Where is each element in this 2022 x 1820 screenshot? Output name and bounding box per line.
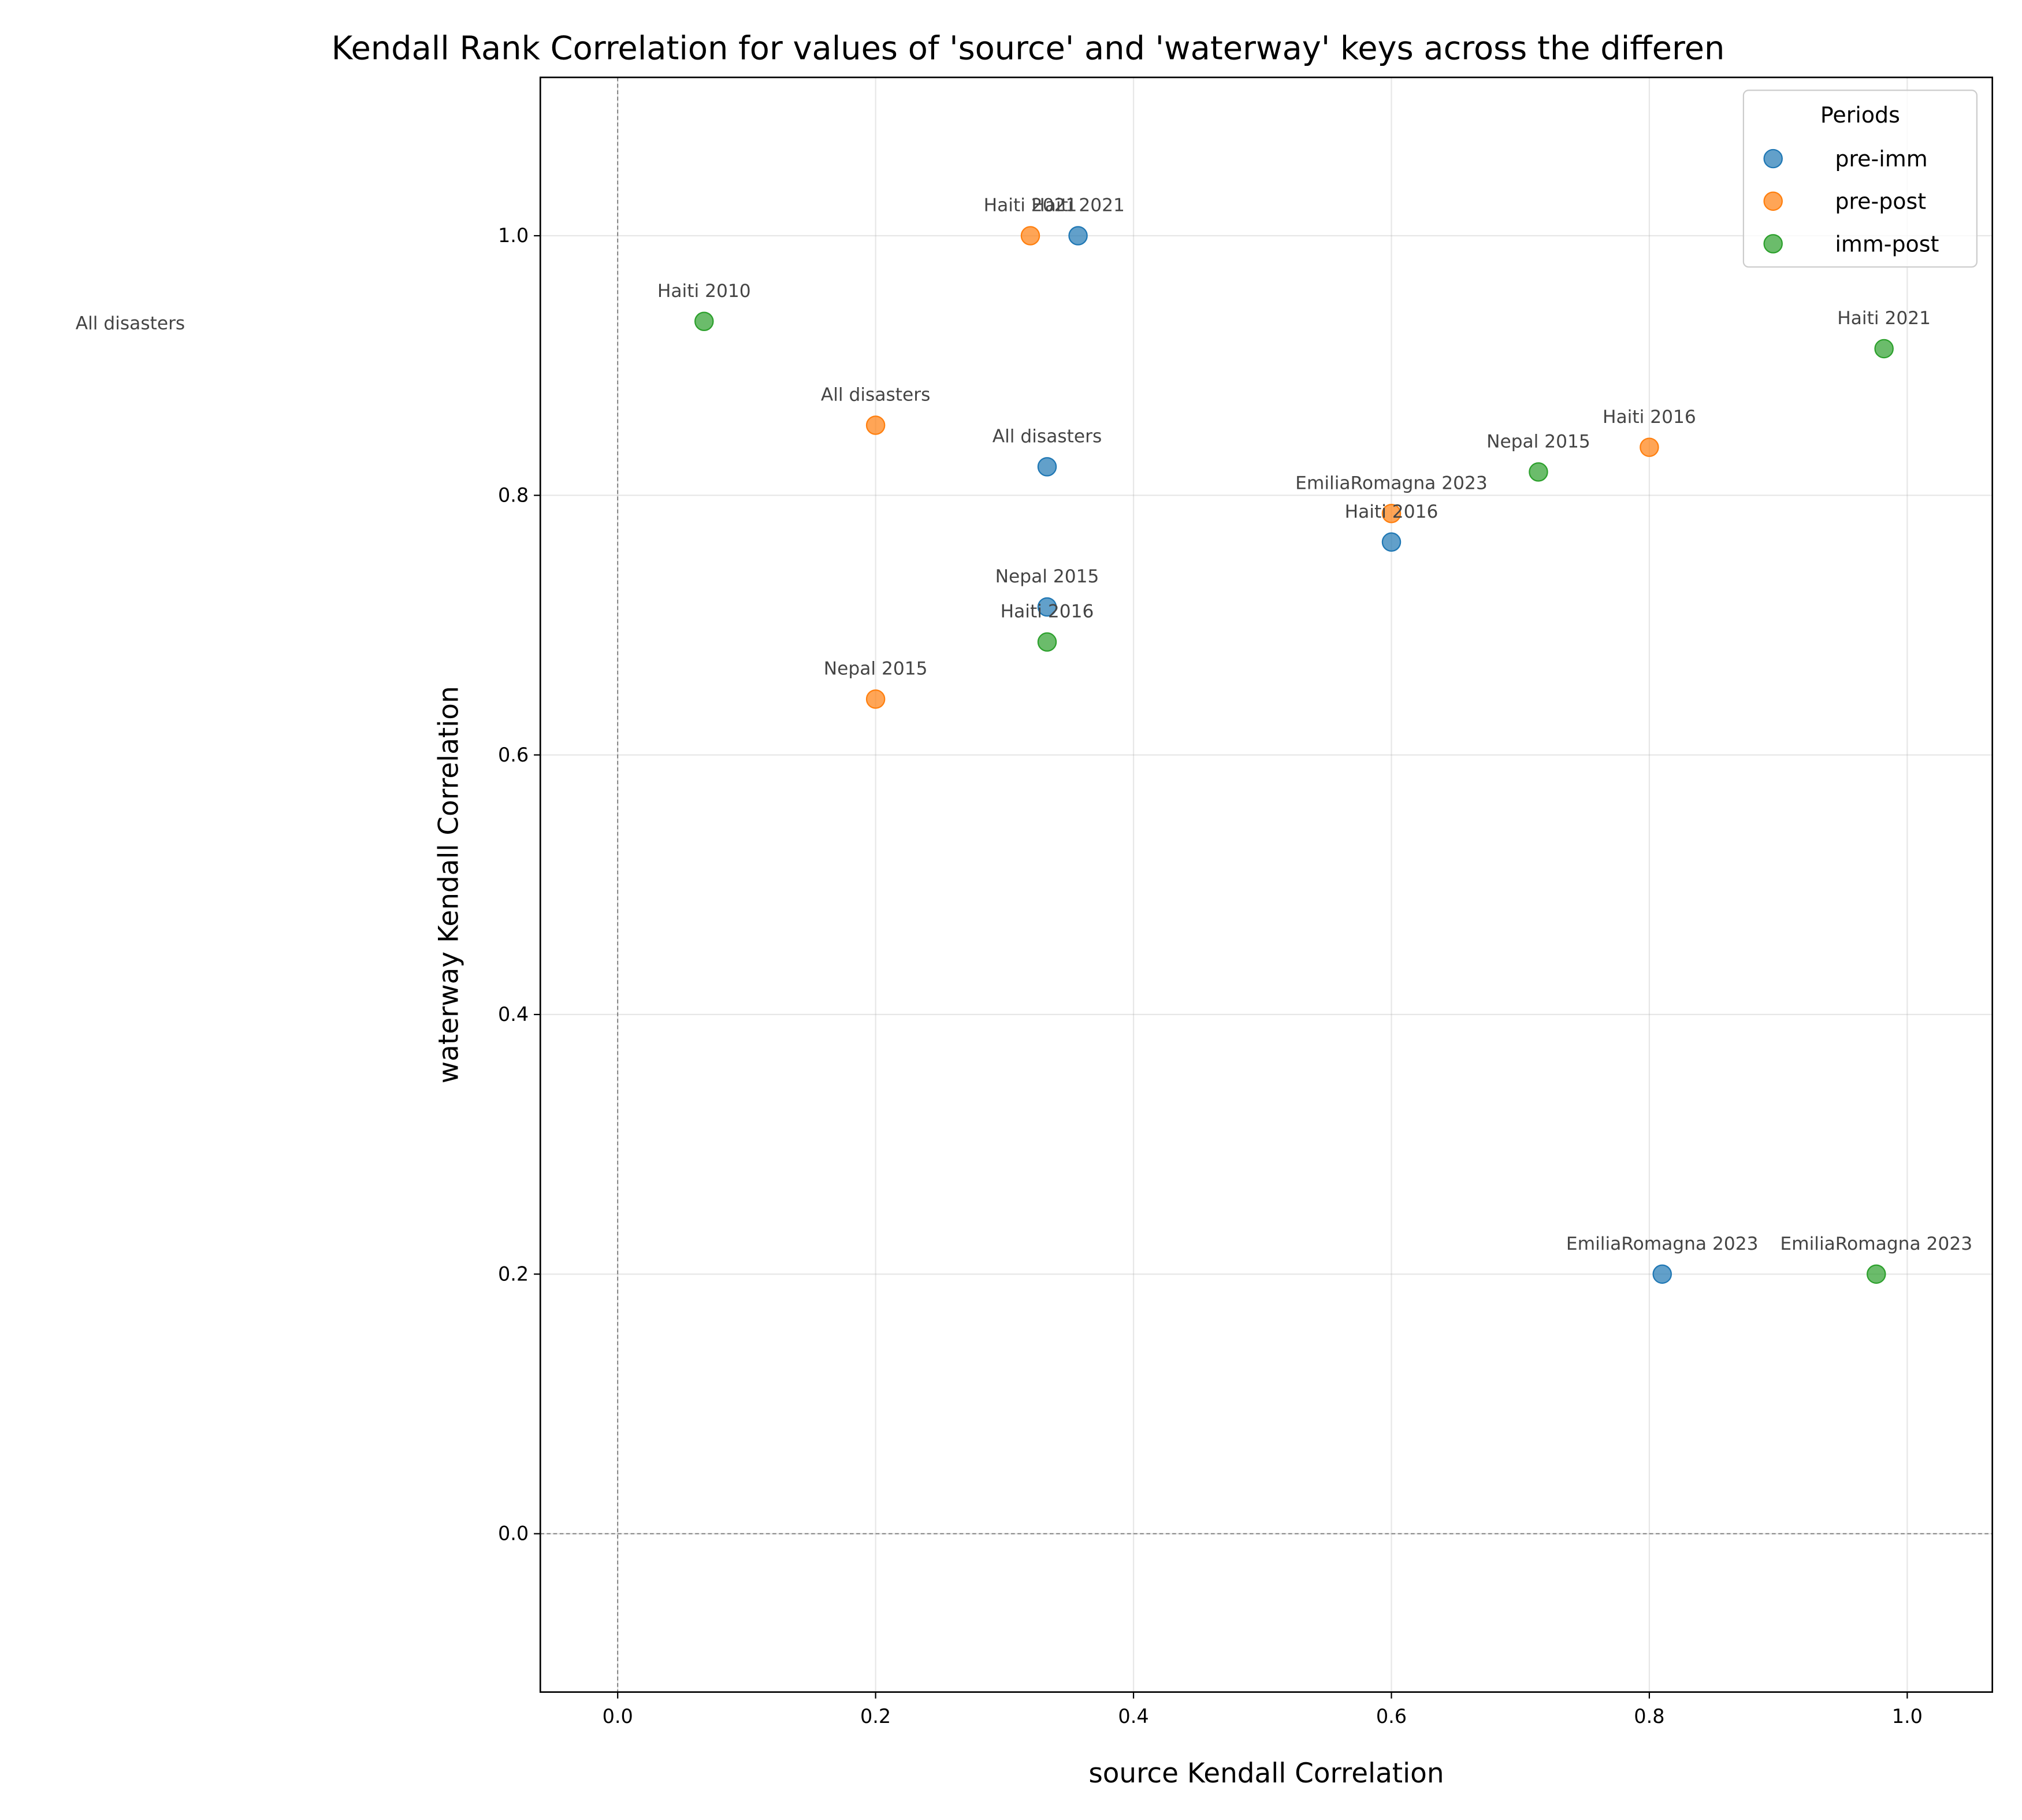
- point: [1381, 504, 1402, 523]
- point: [1874, 339, 1894, 359]
- point-label: All disasters: [821, 385, 931, 406]
- point: [1640, 437, 1659, 457]
- point-label: Nepal 2015: [824, 659, 928, 679]
- legend-marker: [1763, 191, 1783, 211]
- x-tick-label: 1.0: [1892, 1705, 1923, 1728]
- x-tick-label: 0.0: [603, 1705, 633, 1728]
- plot-frame: [539, 76, 1993, 1693]
- point: [121, 345, 139, 363]
- chart-title: Kendall Rank Correlation for values of '…: [332, 30, 1725, 68]
- point-label: EmiliaRomagna 2023: [1566, 1234, 1759, 1254]
- point: [1020, 226, 1040, 246]
- point: [1037, 632, 1057, 652]
- x-tick-label: 0.6: [1376, 1705, 1407, 1728]
- legend-label: imm-post: [1835, 231, 1939, 257]
- point: [1381, 532, 1402, 552]
- point-label: Haiti 2016: [1001, 601, 1094, 622]
- points: [121, 226, 1894, 1284]
- legend-label: pre-post: [1835, 189, 1926, 214]
- legend-box: [1742, 90, 1978, 268]
- point-label: Haiti 2021: [1031, 195, 1125, 216]
- y-tick-label: 0.2: [498, 1262, 529, 1285]
- y-tick-label: 0.8: [498, 484, 529, 506]
- point: [694, 311, 714, 332]
- point: [1867, 1264, 1886, 1284]
- point: [1037, 457, 1057, 477]
- point-label: Haiti 2010: [657, 281, 751, 302]
- point: [1068, 226, 1088, 246]
- y-axis-label: waterway Kendall Correlation: [433, 686, 464, 1083]
- y-tick-label: 0.6: [498, 744, 529, 766]
- point-label: Nepal 2015: [995, 566, 1099, 587]
- y-tick-label: 0.0: [498, 1522, 529, 1545]
- legend-marker: [1763, 148, 1783, 169]
- point-label: Haiti 2021: [984, 195, 1077, 216]
- point-label: Nepal 2015: [1486, 431, 1590, 452]
- point: [1037, 597, 1057, 617]
- point-label: EmiliaRomagna 2023: [1780, 1234, 1972, 1254]
- point-label: EmiliaRomagna 2023: [1295, 473, 1488, 493]
- x-tick-label: 0.2: [860, 1705, 891, 1728]
- legend-marker: [1763, 234, 1783, 254]
- point-label: Haiti 2016: [1345, 502, 1439, 522]
- point: [1529, 462, 1548, 482]
- x-axis-label: source Kendall Correlation: [1088, 1758, 1444, 1789]
- x-tick-label: 0.4: [1118, 1705, 1148, 1728]
- point-label: Haiti 2016: [1603, 407, 1696, 428]
- y-tick-label: 1.0: [498, 224, 529, 247]
- point: [865, 689, 886, 709]
- point: [865, 415, 886, 435]
- y-tick-label: 0.4: [498, 1003, 529, 1026]
- point-label: All disasters: [993, 426, 1102, 447]
- legend-title: Periods: [1820, 102, 1900, 128]
- legend-label: pre-imm: [1835, 146, 1927, 172]
- point-label: Haiti 2021: [1837, 308, 1931, 329]
- point: [1652, 1264, 1672, 1284]
- point-label: All disasters: [76, 313, 185, 334]
- x-tick-label: 0.8: [1634, 1705, 1664, 1728]
